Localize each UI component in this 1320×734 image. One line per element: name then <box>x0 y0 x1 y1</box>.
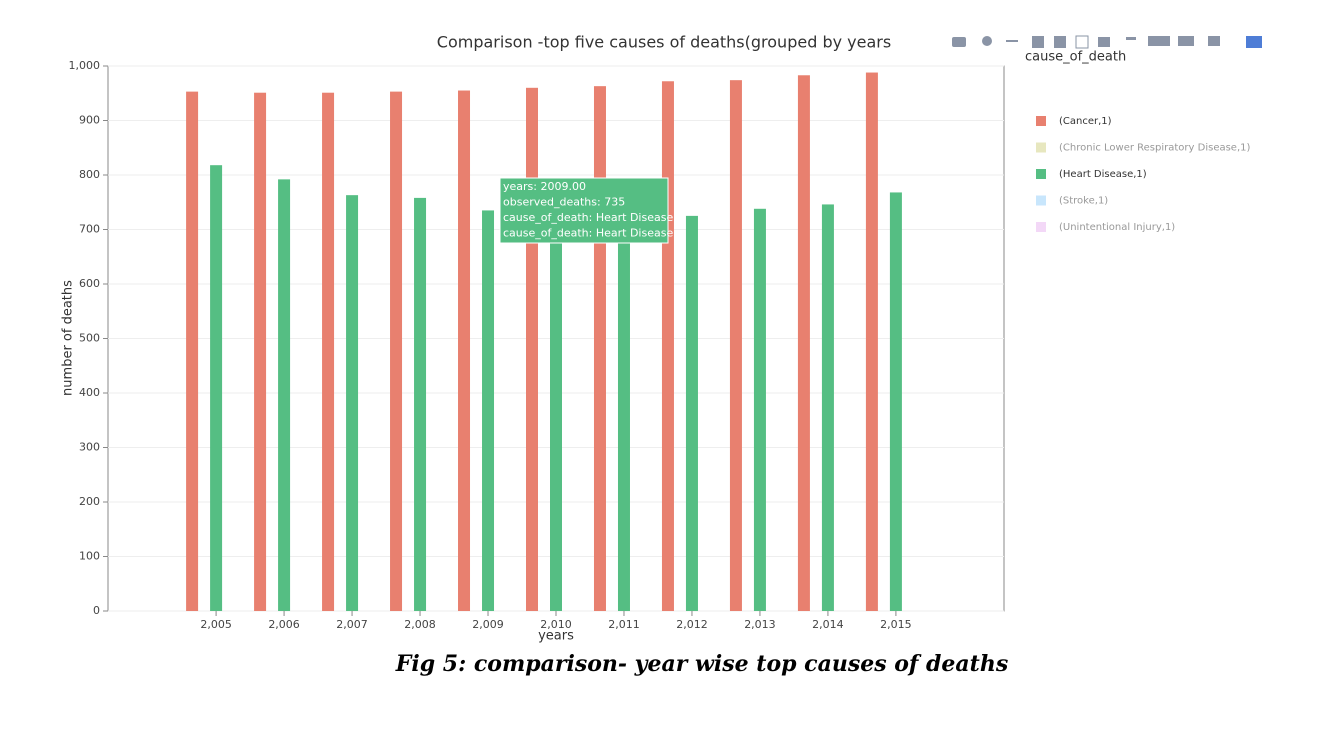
y-tick-label: 700 <box>79 223 100 236</box>
toolbar[interactable] <box>952 35 1262 49</box>
y-tick-label: 400 <box>79 386 100 399</box>
legend-swatch <box>1036 195 1046 206</box>
x-tick-label: 2,009 <box>472 618 504 631</box>
y-tick-label: 200 <box>79 495 100 508</box>
y-axis-label: number of deaths <box>61 280 76 396</box>
zoom-in-icon[interactable] <box>1032 36 1044 48</box>
bar <box>889 192 902 611</box>
edit-icon[interactable] <box>1208 36 1220 46</box>
caption: Fig 5: comparison- year wise top causes … <box>395 651 1008 677</box>
tooltip-line: cause_of_death: Heart Disease <box>503 227 673 240</box>
x-tick-label: 2,011 <box>608 618 640 631</box>
tooltip-box <box>499 177 669 244</box>
bar <box>346 195 359 612</box>
x-tick-label: 2,006 <box>268 618 300 631</box>
bar <box>254 92 267 611</box>
bar <box>278 179 291 612</box>
x-tick-label: 2,013 <box>744 618 776 631</box>
zoom-out-icon[interactable] <box>1054 36 1066 48</box>
y-tick-label: 900 <box>79 114 100 127</box>
bar <box>865 72 878 612</box>
y-tick-label: 600 <box>79 277 100 290</box>
spike-icon[interactable] <box>1126 37 1136 40</box>
bar <box>661 81 674 611</box>
tooltip-line: cause_of_death: Heart Disease <box>503 211 673 224</box>
legend-swatch <box>1036 142 1046 153</box>
legend-label: (Chronic Lower Respiratory Disease,1) <box>1059 143 1251 154</box>
bar <box>186 91 199 612</box>
bar <box>458 90 471 611</box>
y-tick-label: 0 <box>93 604 100 617</box>
bar <box>526 87 538 612</box>
chart-title: Comparison -top five causes of deaths(gr… <box>437 33 891 52</box>
bar <box>482 210 495 612</box>
legend-label: (Cancer,1) <box>1059 116 1112 127</box>
bar <box>390 91 403 612</box>
bar <box>821 204 834 611</box>
x-tick-label: 2,007 <box>336 618 368 631</box>
hover-compare-icon[interactable] <box>1178 36 1194 46</box>
legend-swatch <box>1036 222 1046 232</box>
legend-label: (Stroke,1) <box>1059 196 1108 207</box>
tooltip-line: years: 2009.00 <box>503 180 586 193</box>
bar <box>729 80 742 612</box>
x-axis-label: years <box>538 629 574 644</box>
y-tick-label: 800 <box>79 168 100 181</box>
bar <box>797 75 810 611</box>
x-tick-label: 2,005 <box>200 618 232 631</box>
bar <box>210 165 223 611</box>
bar <box>753 208 766 612</box>
bar <box>593 86 606 612</box>
camera-icon[interactable] <box>952 37 966 47</box>
y-tick-label: 1,000 <box>69 59 101 72</box>
bar <box>617 229 630 611</box>
reset-icon[interactable] <box>1098 37 1110 47</box>
x-tick-label: 2,014 <box>812 618 844 631</box>
bar <box>550 226 562 611</box>
tooltip: years: 2009.00 observed_deaths: 735 cause_… <box>499 177 673 244</box>
autoscale-icon[interactable] <box>1075 35 1089 49</box>
legend-label: (Heart Disease,1) <box>1059 169 1147 180</box>
y-tick-label: 100 <box>79 550 100 563</box>
x-tick-label: 2,012 <box>676 618 708 631</box>
bar <box>685 215 698 611</box>
plotly-logo[interactable] <box>1246 36 1262 48</box>
legend-swatch <box>1036 169 1046 179</box>
legend-swatch <box>1036 116 1046 126</box>
pan-icon[interactable] <box>1006 40 1018 42</box>
legend-title: cause_of_death <box>1025 50 1126 65</box>
legend-label: (Unintentional Injury,1) <box>1059 222 1175 233</box>
hover-closest-icon[interactable] <box>1148 36 1170 46</box>
x-tick-label: 2,015 <box>880 618 912 631</box>
x-tick-label: 2,008 <box>404 618 436 631</box>
zoom-icon[interactable] <box>982 36 992 46</box>
x-tick-label: 2,010 <box>540 618 572 631</box>
y-tick-label: 500 <box>79 332 100 345</box>
y-tick-label: 300 <box>79 441 100 454</box>
bar <box>414 197 427 611</box>
tooltip-line: observed_deaths: 735 <box>503 196 625 209</box>
bar <box>322 92 335 611</box>
